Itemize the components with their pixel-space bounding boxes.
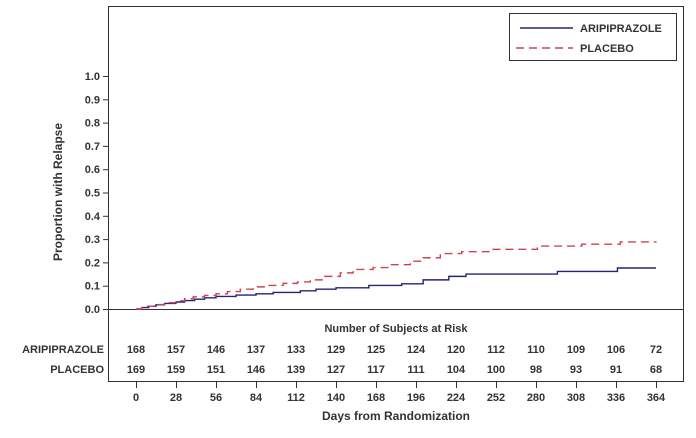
y-axis-tick-label: 0.1 (85, 281, 100, 293)
at-risk-row-label-placebo: PLACEBO (50, 364, 104, 376)
y-axis-tick-label: 0.2 (85, 257, 100, 269)
y-axis-tick-label: 0.7 (85, 141, 100, 153)
at-risk-count: 146 (247, 364, 265, 376)
at-risk-count: 120 (447, 344, 465, 356)
plot-border (108, 6, 684, 382)
x-axis-tick-label: 84 (250, 392, 263, 404)
y-axis-tick-label: 0.4 (85, 211, 101, 223)
at-risk-title: Number of Subjects at Risk (324, 323, 468, 335)
at-risk-count: 109 (567, 344, 585, 356)
x-axis-tick-label: 112 (287, 392, 305, 404)
at-risk-count: 104 (447, 364, 466, 376)
x-axis-tick-label: 252 (487, 392, 505, 404)
at-risk-count: 157 (167, 344, 185, 356)
at-risk-count: 106 (607, 344, 625, 356)
x-axis-tick-label: 336 (607, 392, 625, 404)
x-axis-tick-label: 364 (647, 392, 666, 404)
legend: ARIPIPRAZOLE PLACEBO (509, 13, 677, 61)
at-risk-count: 110 (527, 344, 545, 356)
at-risk-count: 100 (487, 364, 505, 376)
at-risk-count: 129 (327, 344, 345, 356)
at-risk-count: 124 (407, 344, 426, 356)
at-risk-count: 117 (367, 364, 385, 376)
x-axis-title: Days from Randomization (322, 409, 470, 423)
at-risk-count: 133 (287, 344, 305, 356)
legend-label-aripiprazole: ARIPIPRAZOLE (580, 23, 662, 35)
plot-dynamic-layer: 0.0 0.1 0.2 0.3 0.4 0.5 0.6 0.7 0.8 0.9 1.0 0 28 56 84… (85, 6, 684, 404)
at-risk-count: 98 (530, 364, 542, 376)
at-risk-count: 127 (327, 364, 345, 376)
at-risk-count: 146 (207, 344, 225, 356)
y-axis-tick-label: 0.0 (85, 304, 100, 316)
x-axis-tick-label: 28 (170, 392, 182, 404)
x-axis-tick-label: 0 (133, 392, 139, 404)
x-axis-tick-label: 168 (367, 392, 385, 404)
at-risk-count: 111 (407, 364, 424, 376)
at-risk-count: 151 (207, 364, 225, 376)
at-risk-count: 112 (487, 344, 505, 356)
y-axis-tick-label: 0.9 (85, 94, 100, 106)
y-axis-tick-label: 0.5 (85, 188, 100, 200)
x-axis-tick-label: 196 (407, 392, 425, 404)
at-risk-count: 91 (610, 364, 622, 376)
at-risk-count: 93 (570, 364, 582, 376)
x-axis-tick-label: 140 (327, 392, 345, 404)
y-axis-title: Proportion with Relapse (51, 123, 65, 261)
series-placebo-line (136, 241, 657, 310)
at-risk-count: 72 (650, 344, 662, 356)
at-risk-count: 168 (127, 344, 145, 356)
legend-label-placebo: PLACEBO (580, 43, 634, 55)
at-risk-count: 139 (287, 364, 305, 376)
legend-box (509, 13, 677, 61)
at-risk-count: 68 (650, 364, 662, 376)
x-axis-tick-label: 308 (567, 392, 585, 404)
y-axis-tick-label: 0.3 (85, 234, 100, 246)
at-risk-count: 125 (367, 344, 385, 356)
x-axis-tick-label: 56 (210, 392, 222, 404)
y-axis-tick-label: 0.6 (85, 164, 100, 176)
x-axis-tick-label: 224 (447, 392, 466, 404)
at-risk-count: 159 (167, 364, 185, 376)
at-risk-count: 137 (247, 344, 265, 356)
x-axis-tick-label: 280 (527, 392, 545, 404)
at-risk-row-label-aripiprazole: ARIPIPRAZOLE (22, 344, 104, 356)
y-axis-tick-label: 1.0 (85, 71, 100, 83)
y-axis-tick-label: 0.8 (85, 118, 100, 130)
at-risk-count: 169 (127, 364, 145, 376)
series-aripiprazole-line (136, 267, 656, 310)
